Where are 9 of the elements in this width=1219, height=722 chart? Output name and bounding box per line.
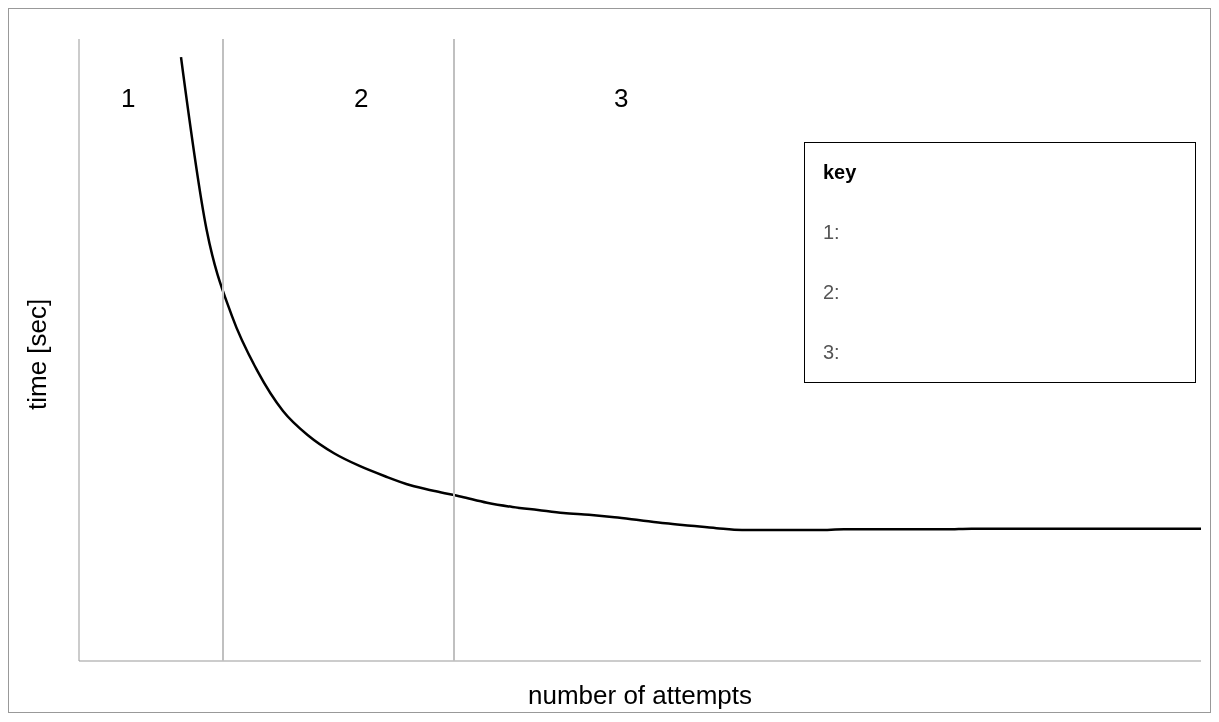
annotation: 1 [121, 83, 136, 114]
annotation: key [823, 161, 858, 185]
annotation: 2 [354, 83, 369, 114]
annotation: 3: [823, 341, 841, 365]
x-axis-title: number of attempts [528, 680, 752, 710]
annotation: 1: [823, 221, 841, 245]
y-axis-title: time [sec] [22, 298, 53, 410]
annotation: 3 [614, 83, 629, 114]
annotation: 2: [823, 281, 841, 305]
